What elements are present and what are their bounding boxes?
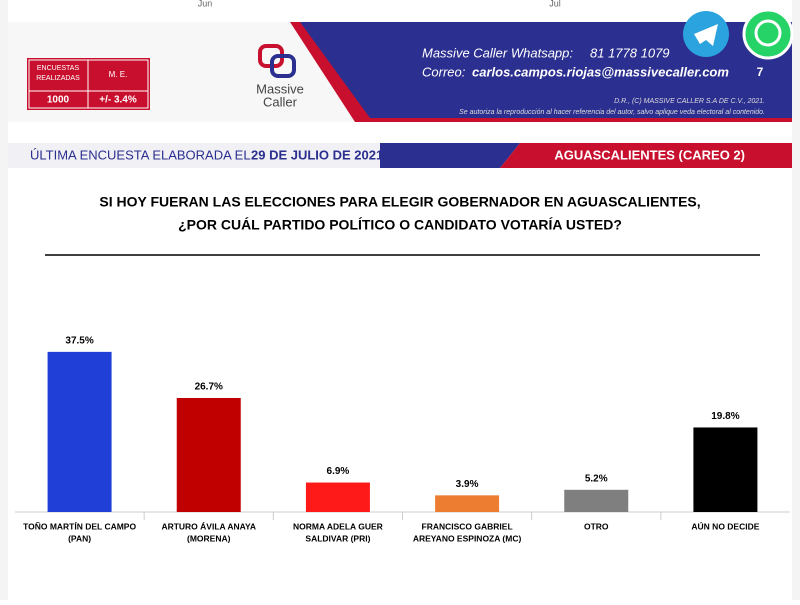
x-tick-label: ARTURO ÁVILA ANAYA [161, 521, 256, 531]
x-tick-label: SALDIVAR (PRI) [305, 533, 370, 543]
notice: Se autoriza la reproducción al hacer ref… [459, 109, 765, 116]
stats-label: M. E. [109, 70, 128, 79]
banner-region: AGUASCALIENTES (CAREO 2) [554, 147, 745, 162]
data-label: 3.9% [456, 479, 479, 490]
logo-text: Caller [263, 94, 298, 109]
x-tick-label: FRANCISCO GABRIEL [422, 521, 513, 531]
month: Jun [198, 0, 213, 8]
banner-prefix: ÚLTIMA ENCUESTA ELABORADA EL [30, 147, 251, 162]
stats-value: 1000 [47, 95, 70, 106]
bar [305, 482, 370, 512]
header-blue [300, 22, 792, 118]
x-tick-label: TOÑO MARTÍN DEL CAMPO [23, 521, 136, 531]
chart-title: ¿POR CUÁL PARTIDO POLÍTICO O CANDIDATO V… [178, 217, 622, 233]
x-tick-label: AÚN NO DECIDE [691, 520, 759, 531]
banner-blue [380, 143, 520, 168]
copyright: D.R., (C) MASSIVE CALLER S.A DE C.V., 20… [614, 98, 765, 105]
bar [435, 495, 500, 512]
bar [47, 351, 112, 512]
logo-text: Massive [256, 81, 304, 96]
stats-label: ENCUESTAS [37, 65, 80, 72]
data-label: 6.9% [327, 466, 350, 477]
bar [693, 427, 758, 512]
contact-value: 81 1778 1079 [590, 45, 670, 60]
stats-value: +/- 3.4% [99, 95, 137, 106]
bar [176, 397, 241, 512]
bar [564, 489, 629, 512]
data-label: 5.2% [585, 473, 608, 484]
x-tick-label: (PAN) [68, 533, 91, 543]
whatsapp-glyph [754, 19, 782, 47]
data-label: 37.5% [65, 336, 93, 347]
whatsapp-icon[interactable] [742, 8, 794, 60]
data-label: 19.8% [711, 411, 739, 422]
banner-date: 29 DE JULIO DE 2021 [251, 147, 383, 162]
stats-label: REALIZADAS [36, 75, 80, 82]
contact-label: Massive Caller Whatsapp: [422, 45, 573, 60]
stats-label: ENCUESTAS REALIZADAS [36, 65, 80, 82]
x-tick-label: (MORENA) [187, 533, 231, 543]
telegram-glyph [694, 24, 718, 46]
contact-value: carlos.campos.riojas@massivecaller.com [472, 64, 729, 79]
contact-label: Correo: [422, 64, 466, 79]
x-tick-label: OTRO [584, 521, 609, 531]
banner-red [500, 143, 792, 168]
page-number: 7 [757, 65, 764, 79]
logo-icon [270, 54, 296, 78]
x-tick-label: NORMA ADELA GUER [293, 521, 383, 531]
x-tick-label: AREYANO ESPINOZA (MC) [413, 533, 522, 543]
month: Jul [549, 0, 561, 8]
chart-title: SI HOY FUERAN LAS ELECCIONES PARA ELEGIR… [99, 194, 700, 210]
data-label: 26.7% [195, 382, 223, 393]
